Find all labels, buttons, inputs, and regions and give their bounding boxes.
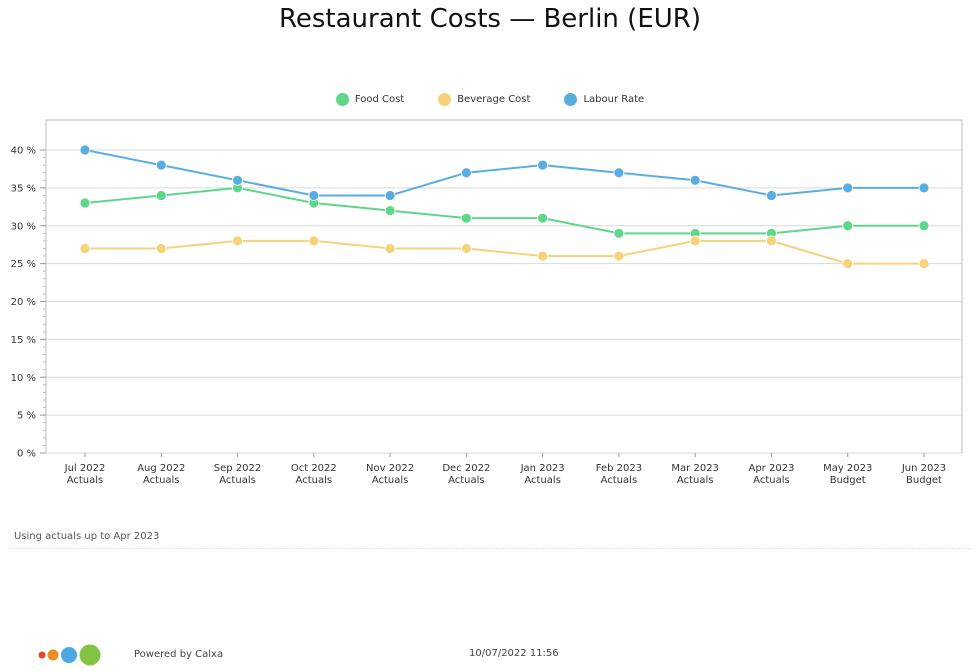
x-tick-sublabel: Actuals	[143, 475, 180, 486]
data-point-food-cost	[384, 205, 396, 216]
data-point-labour-rate	[460, 167, 472, 179]
data-point-beverage-cost	[537, 250, 549, 262]
y-tick-label: 30 %	[11, 221, 36, 232]
x-tick-sublabel: Budget	[830, 475, 866, 486]
y-tick-label: 20 %	[11, 297, 36, 308]
data-point-labour-rate	[613, 167, 625, 179]
x-tick-sublabel: Actuals	[448, 475, 485, 486]
x-tick-label: Mar 2023	[671, 463, 719, 474]
x-tick-sublabel: Actuals	[372, 475, 409, 486]
data-point-food-cost	[918, 220, 930, 232]
data-point-beverage-cost	[384, 243, 396, 254]
y-tick-label: 0 %	[17, 449, 36, 460]
x-tick-label: Jan 2023	[520, 463, 565, 474]
actuals-note: Using actuals up to Apr 2023	[14, 531, 160, 542]
chart-legend: Food Cost Beverage Cost Labour Rate	[0, 90, 980, 108]
chart-title: Restaurant Costs — Berlin (EUR)	[278, 4, 701, 34]
data-point-labour-rate	[537, 159, 549, 171]
x-tick-label: May 2023	[823, 463, 872, 474]
note-divider	[10, 548, 970, 549]
x-tick-label: Dec 2022	[442, 463, 490, 474]
data-point-labour-rate	[766, 190, 777, 201]
x-tick-label: Aug 2022	[137, 463, 185, 474]
data-point-beverage-cost	[918, 258, 930, 270]
logo-dot-red	[38, 651, 46, 659]
data-point-beverage-cost	[232, 235, 243, 247]
data-point-labour-rate	[155, 159, 167, 171]
x-tick-sublabel: Actuals	[524, 475, 561, 486]
legend-label-food-cost: Food Cost	[354, 93, 405, 105]
y-tick-label: 25 %	[11, 259, 36, 270]
y-tick-label: 35 %	[11, 183, 36, 194]
x-tick-label: Jul 2022	[64, 463, 106, 474]
logo-dot-blue	[61, 647, 77, 663]
data-point-food-cost	[460, 212, 472, 224]
x-tick-sublabel: Actuals	[677, 475, 714, 486]
x-tick-sublabel: Actuals	[219, 475, 256, 486]
legend-label-labour-rate: Labour Rate	[583, 93, 645, 105]
x-tick-sublabel: Actuals	[601, 475, 638, 486]
x-tick-label: Jun 2023	[901, 463, 946, 474]
legend-swatch-labour-rate	[564, 92, 578, 106]
logo-dot-orange	[47, 649, 59, 661]
legend-item-food-cost[interactable]: Food Cost	[335, 92, 405, 106]
data-point-labour-rate	[918, 182, 930, 194]
legend-label-beverage-cost: Beverage Cost	[457, 93, 531, 105]
data-point-food-cost	[79, 197, 91, 209]
data-point-food-cost	[155, 190, 167, 201]
data-point-food-cost	[537, 212, 549, 224]
data-point-beverage-cost	[460, 243, 472, 254]
logo-dot-green	[79, 644, 101, 666]
x-tick-label: Nov 2022	[366, 463, 414, 474]
legend-item-labour-rate[interactable]: Labour Rate	[564, 92, 645, 106]
data-point-labour-rate	[842, 182, 854, 194]
data-point-labour-rate	[384, 190, 396, 201]
calxa-logo-icon	[38, 644, 101, 666]
data-point-labour-rate	[689, 174, 701, 186]
data-point-food-cost	[842, 220, 854, 232]
line-chart: 0 % 5 % 10 % 15 % 20 % 25 % 30 % 35 % 40 % Jul 20…	[11, 119, 963, 486]
data-point-labour-rate	[232, 174, 243, 186]
legend-swatch-food-cost	[335, 92, 349, 106]
x-tick-label: Apr 2023	[748, 463, 794, 474]
series-line-food-cost	[84, 186, 924, 235]
y-tick-label: 5 %	[17, 411, 36, 422]
data-point-food-cost	[613, 227, 625, 239]
data-point-beverage-cost	[689, 235, 701, 247]
x-tick-sublabel: Budget	[906, 475, 942, 486]
legend-item-beverage-cost[interactable]: Beverage Cost	[438, 92, 531, 106]
y-tick-label: 15 %	[11, 335, 36, 346]
x-tick-sublabel: Actuals	[753, 475, 790, 486]
x-tick-label: Feb 2023	[596, 463, 642, 474]
powered-by-label: Powered by Calxa	[134, 649, 224, 660]
x-tick-label: Oct 2022	[291, 463, 337, 474]
y-tick-label: 40 %	[11, 146, 36, 157]
series-line-labour-rate	[84, 149, 924, 197]
data-point-beverage-cost	[79, 243, 91, 254]
data-point-beverage-cost	[308, 235, 320, 247]
x-tick-sublabel: Actuals	[296, 475, 333, 486]
data-point-beverage-cost	[842, 258, 854, 270]
x-tick-sublabel: Actuals	[67, 475, 104, 486]
data-point-beverage-cost	[613, 250, 625, 262]
data-point-beverage-cost	[155, 243, 167, 254]
data-point-labour-rate	[79, 144, 91, 156]
x-tick-label: Sep 2022	[214, 463, 261, 474]
report-timestamp: 10/07/2022 11:56	[469, 648, 559, 659]
series-line-beverage-cost	[85, 239, 924, 265]
data-point-labour-rate	[308, 190, 320, 201]
y-tick-label: 10 %	[11, 373, 36, 384]
legend-swatch-beverage-cost	[438, 92, 452, 106]
data-point-beverage-cost	[766, 235, 777, 247]
